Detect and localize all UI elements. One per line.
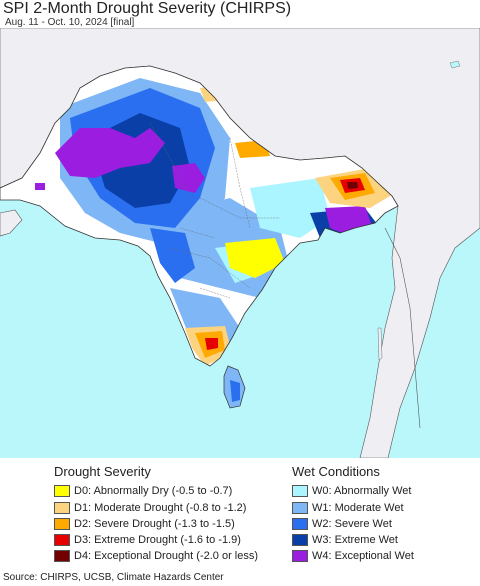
myanmar-coast (384, 227, 421, 429)
swatch-w4 (292, 550, 308, 562)
w4-region-gujarat-dot (35, 183, 45, 190)
legend-item-d0: D0: Abnormally Dry (-0.5 to -0.7) (54, 484, 232, 498)
legend-item-w2: W2: Severe Wet (292, 517, 392, 531)
andaman-islands (377, 327, 383, 361)
legend-item-d1: D1: Moderate Drought (-0.8 to -1.2) (54, 501, 246, 515)
legend-item-w4: W4: Exceptional Wet (292, 549, 414, 563)
small-lake-marker (449, 60, 461, 69)
source-credit: Source: CHIRPS, UCSB, Climate Hazards Ce… (3, 572, 224, 583)
w0-patch-east (250, 178, 330, 238)
swatch-w3 (292, 534, 308, 546)
drought-map (0, 28, 480, 458)
swatch-w0 (292, 485, 308, 497)
legend-item-w3: W3: Extreme Wet (292, 533, 398, 547)
w2-region-west-coast (150, 228, 195, 283)
d0-patch-central-east (225, 238, 285, 278)
map-legend: Drought Severity Wet Conditions D0: Abno… (0, 458, 480, 570)
swatch-d1 (54, 502, 70, 514)
land-arabia (0, 209, 23, 237)
w4-region-pakistan (55, 128, 165, 178)
d4-patch-northeast (347, 182, 358, 189)
legend-item-w0: W0: Abnormally Wet (292, 484, 411, 498)
swatch-w2 (292, 518, 308, 530)
legend-item-w1: W1: Moderate Wet (292, 501, 404, 515)
swatch-d0 (54, 485, 70, 497)
d3-patch-south (205, 338, 218, 350)
south-asia-outline (0, 65, 399, 367)
swatch-w1 (292, 502, 308, 514)
swatch-d3 (54, 534, 70, 546)
map-subtitle: Aug. 11 - Oct. 10, 2024 [final] (5, 17, 135, 28)
w4-region-rajasthan (172, 163, 205, 193)
swatch-d2 (54, 518, 70, 530)
legend-item-d2: D2: Severe Drought (-1.3 to -1.5) (54, 517, 235, 531)
map-title: SPI 2-Month Drought Severity (CHIRPS) (3, 0, 292, 17)
drought-legend-title: Drought Severity (54, 464, 151, 479)
legend-item-d4: D4: Exceptional Drought (-2.0 or less) (54, 549, 258, 563)
sri-lanka-wet-patch (230, 380, 240, 402)
swatch-d4 (54, 550, 70, 562)
wet-legend-title: Wet Conditions (292, 464, 380, 479)
legend-item-d3: D3: Extreme Drought (-1.6 to -1.9) (54, 533, 241, 547)
internal-boundaries (149, 122, 280, 299)
